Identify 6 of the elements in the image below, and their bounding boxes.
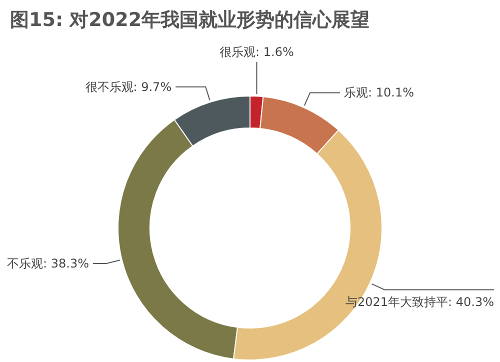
slice-label: 很乐观: 1.6%: [220, 45, 294, 59]
slice-label: 与2021年大致持平: 40.3%: [345, 294, 494, 309]
slice-label: 不乐观: 38.3%: [7, 256, 90, 270]
slice-label: 乐观: 10.1%: [344, 86, 414, 100]
slice-label: 很不乐观: 9.7%: [85, 80, 172, 94]
chart-title: 图15: 对2022年我国就业形势的信心展望: [10, 9, 370, 31]
